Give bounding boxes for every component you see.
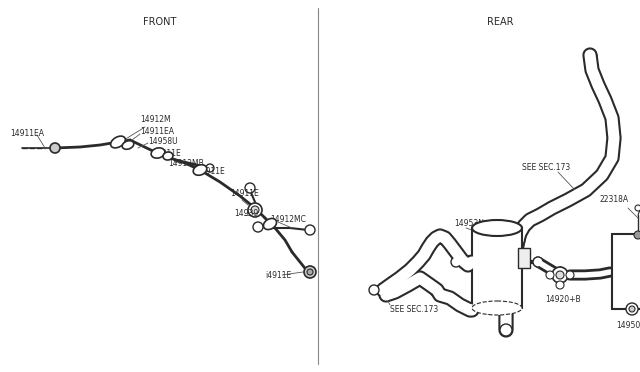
- Circle shape: [500, 324, 512, 336]
- Circle shape: [253, 222, 263, 232]
- Text: REAR: REAR: [487, 17, 513, 27]
- Text: SEE SEC.173: SEE SEC.173: [522, 163, 570, 171]
- Circle shape: [369, 285, 379, 295]
- Circle shape: [546, 271, 554, 279]
- Text: 14911EA: 14911EA: [10, 128, 44, 138]
- Text: 14911E: 14911E: [230, 189, 259, 199]
- Text: 14911EA: 14911EA: [140, 126, 174, 135]
- Circle shape: [556, 281, 564, 289]
- Bar: [518, 248, 530, 268]
- Bar: [472, 228, 522, 308]
- Circle shape: [566, 271, 574, 279]
- Ellipse shape: [472, 220, 522, 236]
- Circle shape: [629, 306, 635, 312]
- Circle shape: [307, 269, 313, 275]
- Ellipse shape: [111, 136, 125, 148]
- Circle shape: [556, 271, 564, 279]
- Circle shape: [626, 303, 638, 315]
- Text: 22318A: 22318A: [600, 196, 629, 205]
- Ellipse shape: [193, 165, 207, 175]
- Ellipse shape: [122, 141, 134, 149]
- Text: SEE SEC.173: SEE SEC.173: [390, 305, 438, 314]
- Text: 14958U: 14958U: [148, 138, 178, 147]
- Circle shape: [552, 267, 568, 283]
- Text: 14911E: 14911E: [196, 167, 225, 176]
- Text: 14912MB: 14912MB: [168, 158, 204, 167]
- Circle shape: [304, 266, 316, 278]
- Text: i4911E: i4911E: [265, 270, 291, 279]
- Bar: [612, 234, 640, 309]
- Circle shape: [245, 183, 255, 193]
- Circle shape: [50, 143, 60, 153]
- Circle shape: [248, 203, 262, 217]
- Text: 14911E: 14911E: [152, 150, 180, 158]
- Circle shape: [451, 257, 461, 267]
- Text: FRONT: FRONT: [143, 17, 177, 27]
- Text: 14920+B: 14920+B: [545, 295, 580, 305]
- Text: 14912MC: 14912MC: [270, 215, 306, 224]
- Circle shape: [634, 231, 640, 239]
- Ellipse shape: [264, 218, 276, 230]
- Text: 14950: 14950: [616, 321, 640, 330]
- Circle shape: [251, 206, 259, 214]
- Circle shape: [305, 225, 315, 235]
- Circle shape: [206, 164, 214, 172]
- Ellipse shape: [472, 301, 522, 315]
- Ellipse shape: [151, 148, 165, 158]
- Text: 14912M: 14912M: [140, 115, 171, 125]
- Circle shape: [533, 257, 543, 267]
- Text: 14939: 14939: [234, 208, 259, 218]
- Ellipse shape: [163, 152, 173, 160]
- Text: 14953N: 14953N: [454, 219, 484, 228]
- Circle shape: [635, 205, 640, 211]
